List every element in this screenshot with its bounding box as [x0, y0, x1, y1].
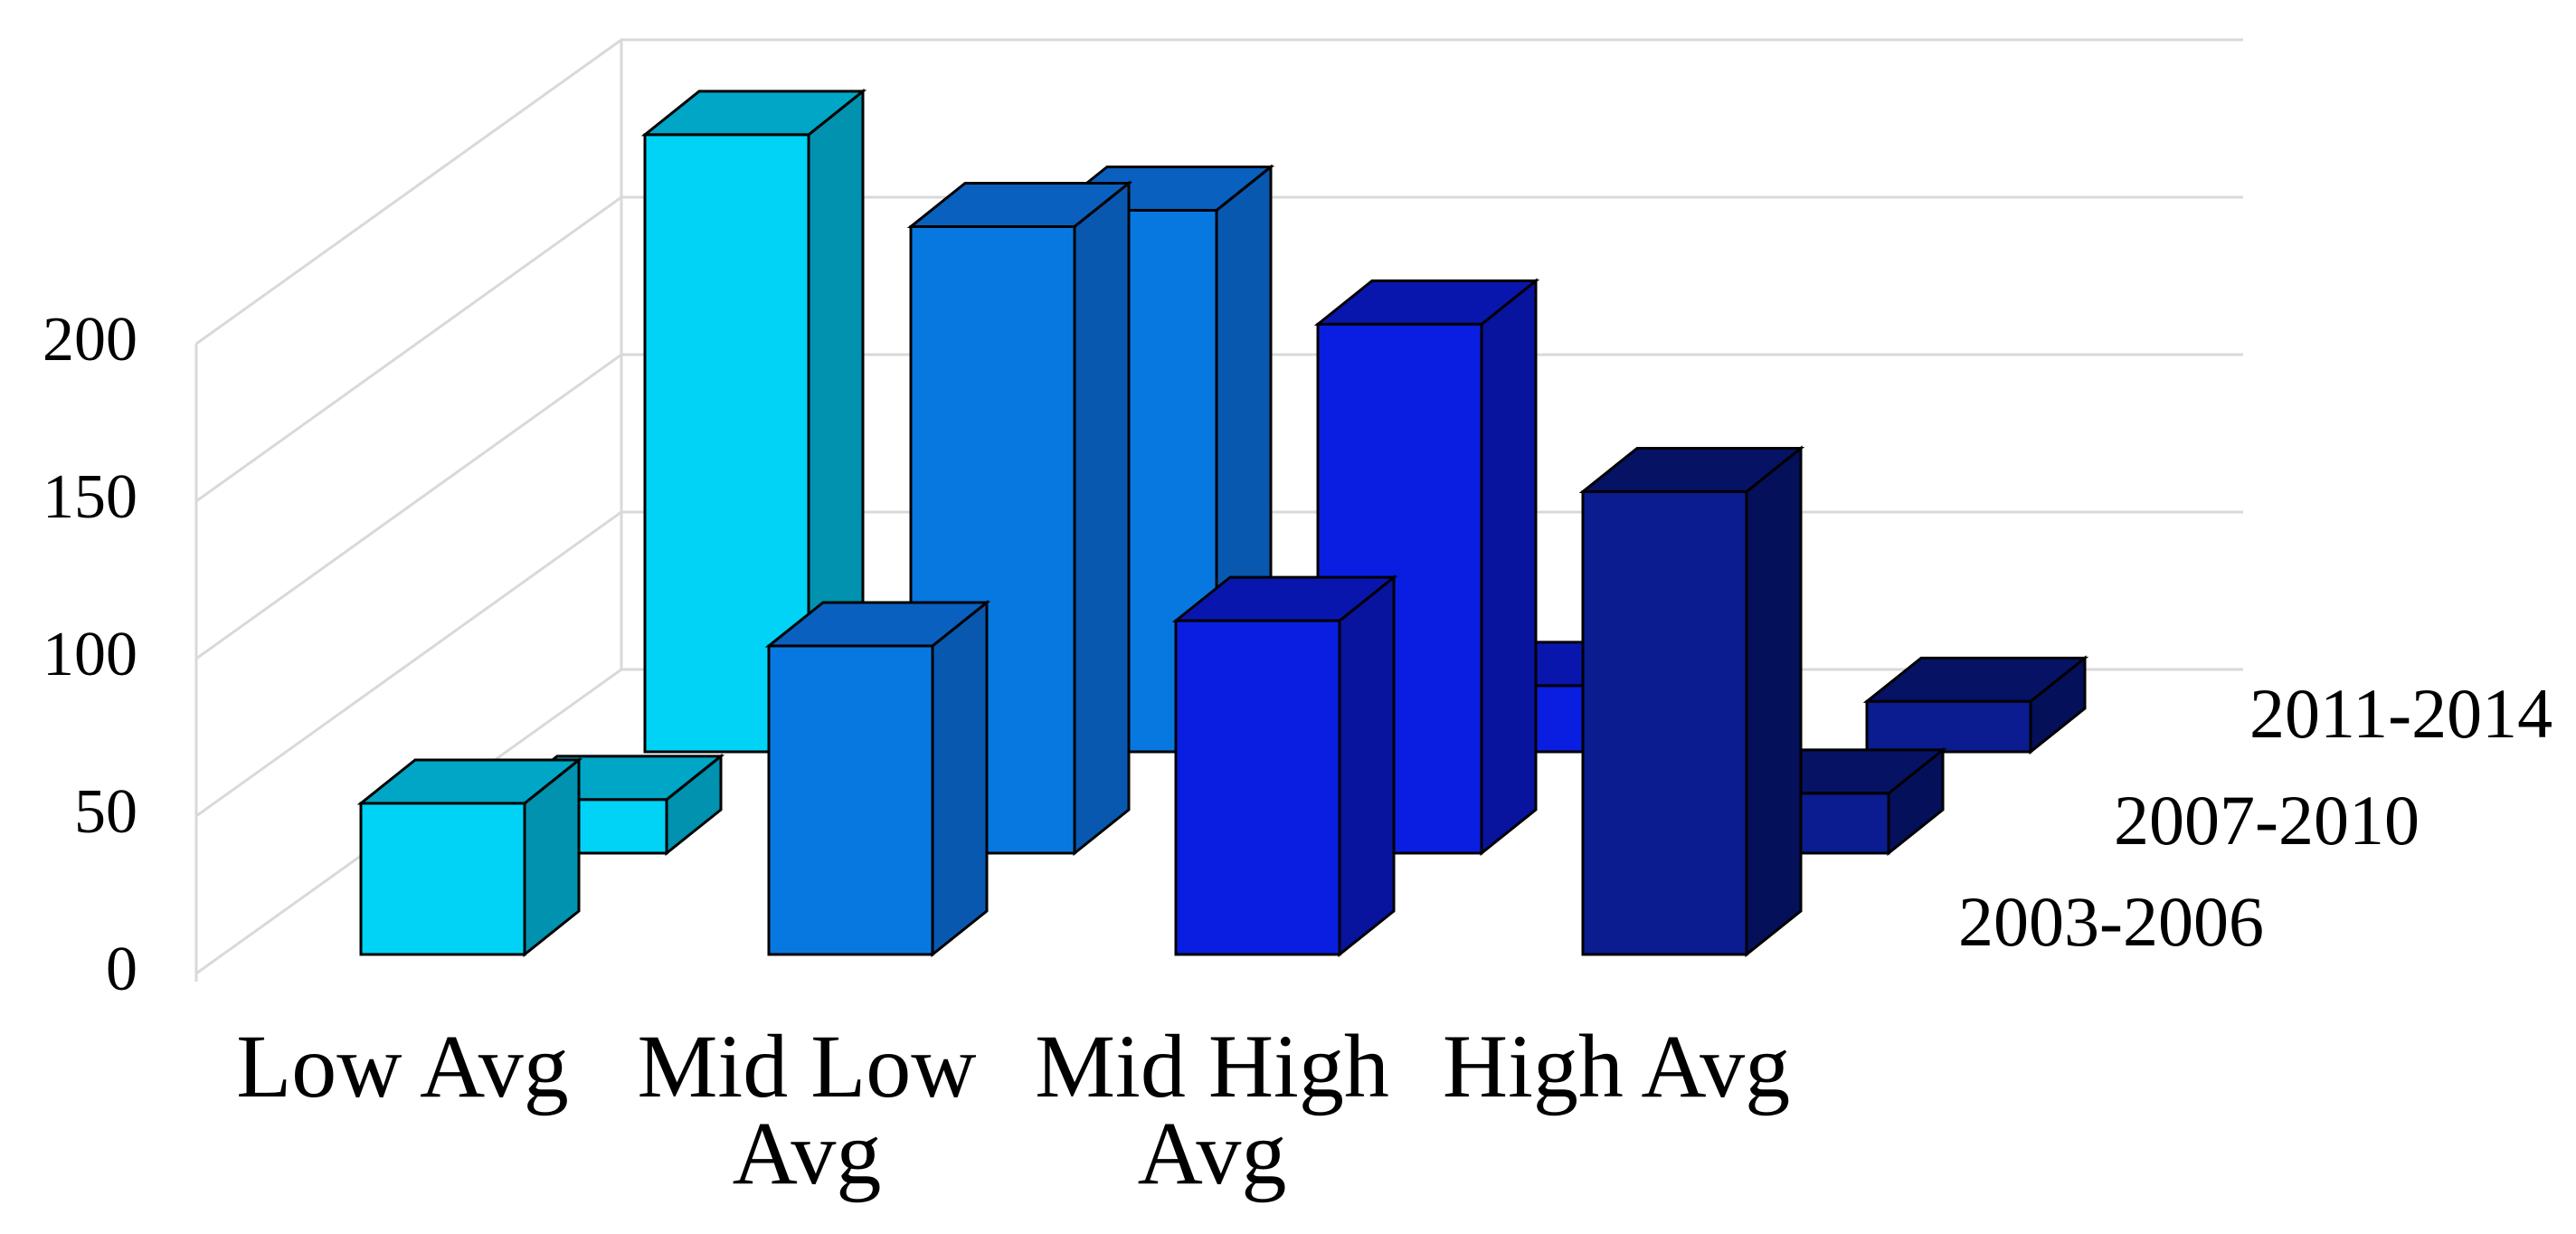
bar-high-avg-2011-2014	[1862, 655, 2089, 755]
bars-layer	[356, 88, 2089, 958]
bar-side-face	[1338, 574, 1396, 958]
value-axis-labels: 0 50 100 150 200	[43, 305, 137, 1004]
value-axis-tick-0: 0	[106, 935, 137, 1004]
bar-side-face	[1480, 278, 1538, 857]
bar-mid-high-avg-2003-2006	[1171, 574, 1398, 958]
bar-high-avg-2003-2006	[1578, 445, 1805, 958]
bar-side-face	[931, 599, 989, 958]
category-label-line: Mid High	[1035, 1016, 1389, 1116]
value-axis-tick-200: 200	[43, 305, 137, 375]
bar-front-face	[767, 644, 934, 956]
bar-front-face	[359, 802, 526, 956]
bar-low-avg-2011-2014	[640, 88, 867, 755]
bar-front-face	[1174, 619, 1341, 956]
category-label-high-avg: High Avg	[1443, 1016, 1790, 1116]
value-axis-tick-50: 50	[74, 777, 137, 847]
bar-front-face	[1865, 699, 2032, 754]
bar-mid-low-avg-2003-2006	[764, 599, 991, 958]
value-axis-tick-100: 100	[43, 620, 137, 689]
bar-front-face	[1581, 489, 1748, 956]
category-label-low-avg: Low Avg	[236, 1016, 569, 1116]
bar-side-face	[1073, 180, 1131, 857]
value-axis-tick-150: 150	[43, 462, 137, 532]
bar-low-avg-2003-2006	[356, 756, 583, 958]
series-label-2011-2014: 2011-2014	[2249, 674, 2552, 753]
category-label-line: Avg	[733, 1103, 882, 1203]
bar-mid-low-avg-2007-2010	[906, 180, 1133, 857]
category-label-line: Mid Low	[638, 1016, 977, 1116]
bar-side-face	[1745, 445, 1803, 958]
category-label-line: Low Avg	[236, 1016, 569, 1116]
series-label-2003-2006: 2003-2006	[1958, 882, 2264, 961]
category-label-line: Avg	[1138, 1103, 1287, 1203]
depth-axis-series-labels: 2003-2006 2007-2010 2011-2014	[1958, 674, 2552, 961]
series-label-2007-2010: 2007-2010	[2114, 781, 2420, 859]
category-label-line: High Avg	[1443, 1016, 1790, 1116]
